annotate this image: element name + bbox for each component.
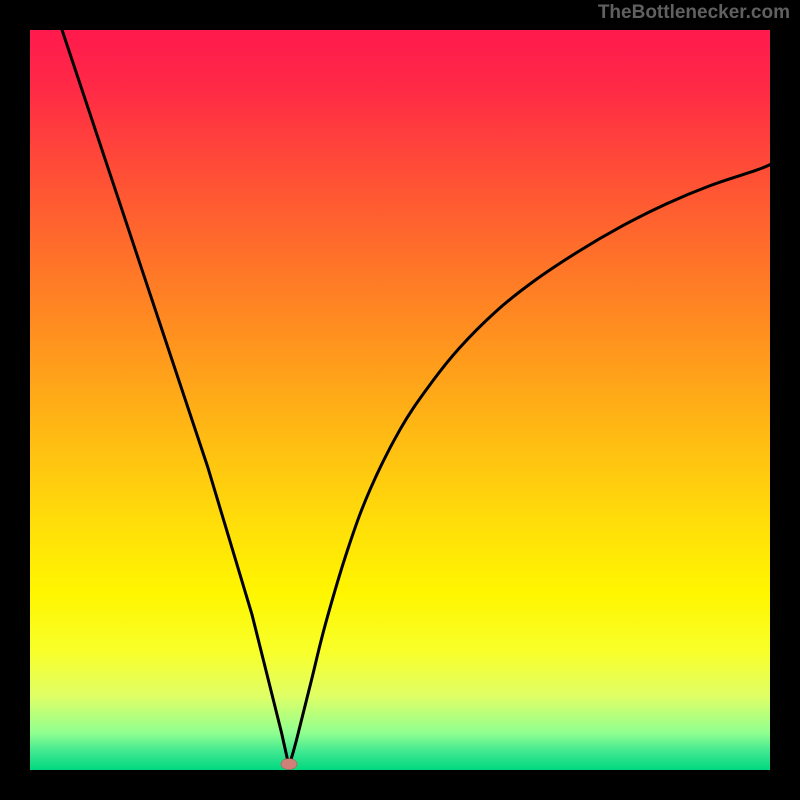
- chart-svg: [0, 0, 800, 800]
- plot-background: [30, 30, 770, 770]
- chart-container: TheBottlenecker.com: [0, 0, 800, 800]
- watermark-text: TheBottlenecker.com: [598, 2, 790, 24]
- minimum-marker: [281, 759, 297, 770]
